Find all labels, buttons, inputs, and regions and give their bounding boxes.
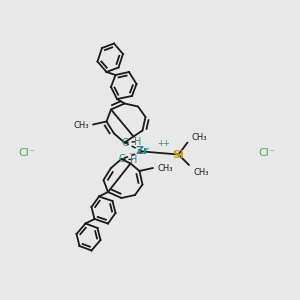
Text: CH₃: CH₃ xyxy=(194,168,209,177)
Text: H: H xyxy=(134,136,141,147)
Text: ⁻: ⁻ xyxy=(128,152,133,162)
Text: Si: Si xyxy=(172,149,184,160)
Text: C: C xyxy=(121,137,128,148)
Text: Zr: Zr xyxy=(136,146,149,157)
Text: ++: ++ xyxy=(157,139,170,148)
Text: Cl⁻: Cl⁻ xyxy=(259,148,275,158)
Text: CH₃: CH₃ xyxy=(158,164,173,173)
Text: CH₃: CH₃ xyxy=(192,133,208,142)
Text: ⁻: ⁻ xyxy=(131,135,136,145)
Text: CH₃: CH₃ xyxy=(73,121,88,130)
Text: H: H xyxy=(130,154,137,165)
Text: C: C xyxy=(118,154,125,164)
Text: Cl⁻: Cl⁻ xyxy=(19,148,35,158)
